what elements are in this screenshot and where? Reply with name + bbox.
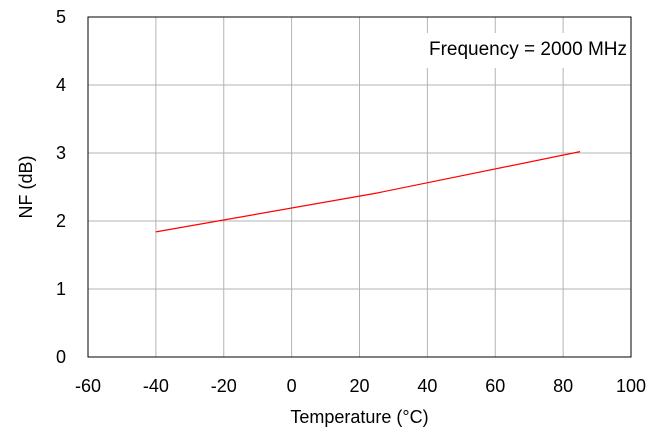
x-axis-title: Temperature (°C) <box>290 407 428 427</box>
grid-lines <box>88 17 631 357</box>
annotation-background <box>424 33 630 68</box>
y-tick-label: 1 <box>56 279 66 299</box>
y-axis-title: NF (dB) <box>16 156 36 219</box>
x-tick-label: 0 <box>287 376 297 396</box>
x-tick-label: 40 <box>417 376 437 396</box>
y-tick-label: 5 <box>56 7 66 27</box>
nf-series-line <box>155 151 581 233</box>
x-tick-label: 60 <box>485 376 505 396</box>
x-tick-label: 100 <box>616 376 646 396</box>
tick-labels: -60 -40 -20 0 20 40 60 80 100 0 1 2 3 4 5 <box>56 7 646 396</box>
y-tick-label: 2 <box>56 211 66 231</box>
y-tick-label: 0 <box>56 347 66 367</box>
x-tick-label: -60 <box>75 376 101 396</box>
x-tick-label: 80 <box>553 376 573 396</box>
frequency-annotation: Frequency = 2000 MHz <box>429 39 627 60</box>
x-tick-label: -20 <box>211 376 237 396</box>
x-tick-label: -40 <box>143 376 169 396</box>
plot-area-frame <box>87 16 632 358</box>
y-tick-label: 3 <box>56 143 66 163</box>
x-tick-label: 20 <box>349 376 369 396</box>
y-tick-label: 4 <box>56 75 66 95</box>
series-lines <box>155 151 581 233</box>
